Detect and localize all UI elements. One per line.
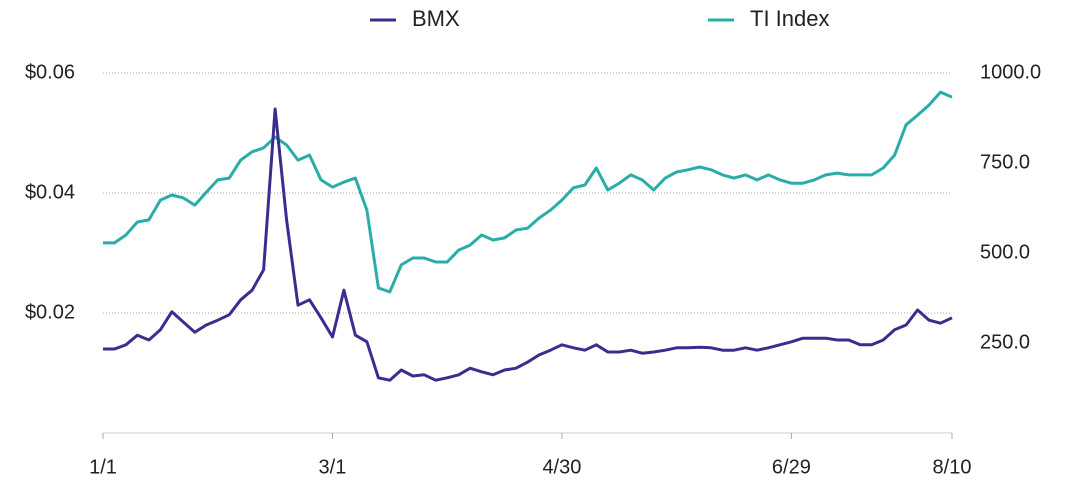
- x-tick-label: 3/1: [319, 456, 347, 478]
- y-tick-label: $0.02: [25, 301, 75, 323]
- legend-label: BMX: [412, 6, 460, 31]
- y2-tick-label: 1000.0: [980, 61, 1041, 83]
- y-tick-label: $0.06: [25, 61, 75, 83]
- line-series: [103, 107, 953, 382]
- y2-tick-label: 750.0: [980, 151, 1030, 173]
- y2-tick-label: 250.0: [980, 331, 1030, 353]
- x-tick-label: 1/1: [89, 456, 117, 478]
- legend-label: TI Index: [750, 6, 829, 31]
- line-series: [103, 90, 953, 294]
- y2-tick-label: 500.0: [980, 241, 1030, 263]
- x-tick-label: 4/30: [542, 456, 581, 478]
- y-tick-label: $0.04: [25, 181, 75, 203]
- x-tick-label: 8/10: [933, 456, 972, 478]
- x-tick-label: 6/29: [772, 456, 811, 478]
